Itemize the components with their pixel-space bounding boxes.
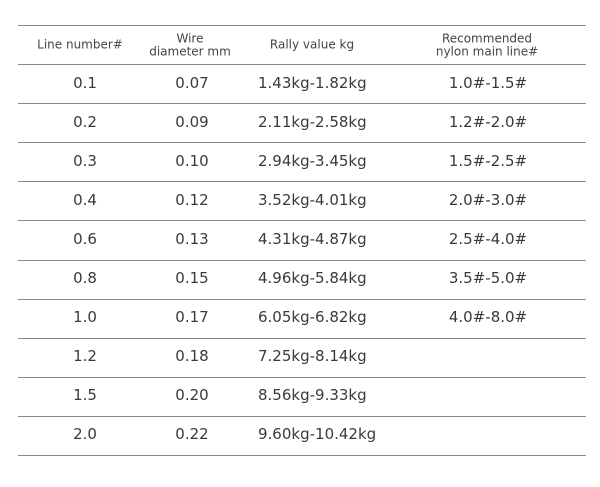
table-cell: 0.15 xyxy=(175,269,209,288)
table-cell: 0.3 xyxy=(73,151,97,170)
table-cell: 1.2#-2.0# xyxy=(448,112,528,131)
row-border xyxy=(18,260,586,261)
table-cell: 2.5#-4.0# xyxy=(448,230,528,249)
row-border xyxy=(18,338,586,339)
table-border xyxy=(18,25,586,26)
row-border xyxy=(18,103,586,104)
table-cell: 2.94kg-3.45kg xyxy=(258,151,367,170)
row-border xyxy=(18,220,586,221)
column-header: Rally value kg xyxy=(269,37,355,52)
table-cell: 1.5#-2.5# xyxy=(448,151,528,170)
table-cell: 0.1 xyxy=(73,73,97,92)
table-cell: 2.11kg-2.58kg xyxy=(258,112,367,131)
row-border xyxy=(18,181,586,182)
table-cell: 1.0#-1.5# xyxy=(448,73,528,92)
table-cell: 0.6 xyxy=(73,230,97,249)
table-cell: 0.09 xyxy=(175,112,209,131)
table-cell: 4.31kg-4.87kg xyxy=(258,230,367,249)
table-cell: 0.4 xyxy=(73,190,97,209)
table-cell: 0.8 xyxy=(73,269,97,288)
row-border xyxy=(18,377,586,378)
header-border xyxy=(18,64,586,65)
column-header: Recommended nylon main line# xyxy=(435,31,539,58)
table-cell: 2.0#-3.0# xyxy=(448,190,528,209)
table-cell: 1.5 xyxy=(73,386,97,405)
table-cell: 9.60kg-10.42kg xyxy=(258,425,377,444)
table-cell: 0.13 xyxy=(175,230,209,249)
table-cell: 0.2 xyxy=(73,112,97,131)
table-cell: 4.0#-8.0# xyxy=(448,308,528,327)
table-cell: 0.20 xyxy=(175,386,209,405)
column-header: Line number# xyxy=(37,37,123,52)
table-cell: 3.5#-5.0# xyxy=(448,269,528,288)
table-cell: 6.05kg-6.82kg xyxy=(258,308,367,327)
table-cell: 0.17 xyxy=(175,308,209,327)
table-cell: 0.18 xyxy=(175,347,209,366)
table-cell: 1.43kg-1.82kg xyxy=(258,73,367,92)
table-cell: 2.0 xyxy=(73,425,97,444)
row-border xyxy=(18,455,586,456)
table-cell: 8.56kg-9.33kg xyxy=(258,386,367,405)
table-cell: 0.07 xyxy=(175,73,209,92)
table-cell: 0.10 xyxy=(175,151,209,170)
table-cell: 1.0 xyxy=(73,308,97,327)
row-border xyxy=(18,142,586,143)
table-cell: 3.52kg-4.01kg xyxy=(258,190,367,209)
row-border xyxy=(18,299,586,300)
table-cell: 0.22 xyxy=(175,425,209,444)
row-border xyxy=(18,416,586,417)
table-cell: 1.2 xyxy=(73,347,97,366)
column-header: Wire diameter mm xyxy=(149,31,231,58)
table-cell: 0.12 xyxy=(175,190,209,209)
table-cell: 4.96kg-5.84kg xyxy=(258,269,367,288)
table-cell: 7.25kg-8.14kg xyxy=(258,347,367,366)
